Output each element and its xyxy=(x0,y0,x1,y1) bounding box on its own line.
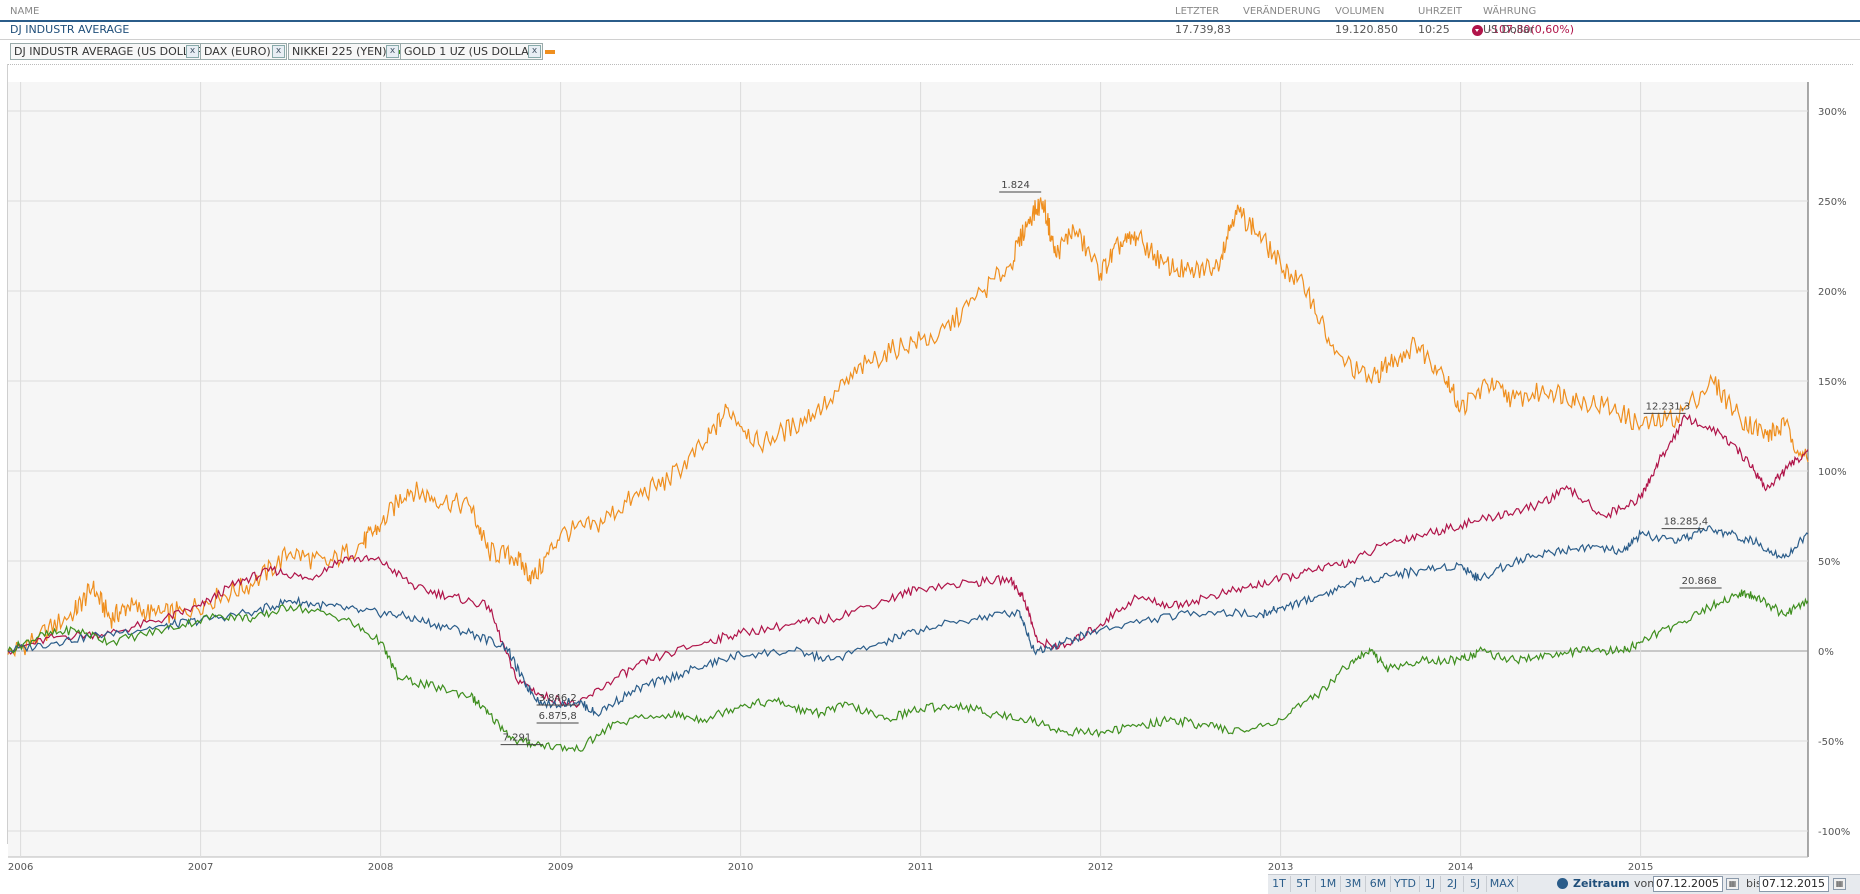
annotation-label: 3.846,2 xyxy=(539,693,577,704)
annotation-label: 6.875,8 xyxy=(539,711,577,722)
series-tag-bar: DJ INDUSTR AVERAGE (US DOLLAR) x DAX (EU… xyxy=(8,40,1853,65)
series-line xyxy=(7,589,1809,753)
x-tick-label: 2014 xyxy=(1448,862,1473,873)
down-arrow-icon xyxy=(1472,25,1483,36)
series-lines xyxy=(7,197,1809,753)
annotation-label: 18.285,4 xyxy=(1664,517,1709,528)
y-tick-label: 100% xyxy=(1818,467,1847,478)
tag-nikkei-225[interactable]: NIKKEI 225 (YEN) x xyxy=(288,43,401,60)
x-tick-label: 2015 xyxy=(1628,862,1653,873)
x-tick-label: 2012 xyxy=(1088,862,1113,873)
tag-dj-industr-average[interactable]: DJ INDUSTR AVERAGE (US DOLLAR) x xyxy=(10,43,223,60)
annotation-label: 12.231,3 xyxy=(1646,401,1691,412)
y-tick-label: -100% xyxy=(1818,827,1850,838)
tag-label: DJ INDUSTR AVERAGE (US DOLLAR) xyxy=(14,45,209,58)
annotations: 1.824 12.231,3 18.285,4 20.868 3.846,2 6.875,… xyxy=(500,180,1722,746)
y-tick-label: 200% xyxy=(1818,287,1847,298)
annotation-label: 7.291 xyxy=(503,733,532,744)
close-icon[interactable]: x xyxy=(186,45,199,58)
y-tick-label: 50% xyxy=(1818,557,1840,568)
quote-time: 10:25 xyxy=(1418,23,1450,36)
col-volume: VOLUMEN xyxy=(1335,6,1385,17)
von-date-input[interactable]: 07.12.2005 xyxy=(1653,876,1723,892)
range-button-5j[interactable]: 5J xyxy=(1464,876,1487,892)
annotation-label: 20.868 xyxy=(1682,576,1717,587)
x-tick-label: 2008 xyxy=(368,862,393,873)
plot-area xyxy=(8,82,1808,857)
series-line xyxy=(7,413,1809,708)
x-tick-label: 2009 xyxy=(548,862,573,873)
range-button-max[interactable]: MAX xyxy=(1487,876,1518,892)
quote-volume: 19.120.850 xyxy=(1335,23,1398,36)
calendar-icon[interactable]: ▦ xyxy=(1726,878,1739,890)
tag-gold-1-uz[interactable]: GOLD 1 UZ (US DOLLAR) x xyxy=(400,43,555,60)
zeitraum-icon xyxy=(1557,878,1568,889)
close-icon[interactable]: x xyxy=(528,45,541,58)
y-tick-label: 0% xyxy=(1818,647,1834,658)
tag-dax[interactable]: DAX (EURO) x xyxy=(200,43,287,60)
x-tick-label: 2011 xyxy=(908,862,933,873)
range-button-ytd[interactable]: YTD xyxy=(1391,876,1420,892)
tag-label: NIKKEI 225 (YEN) xyxy=(292,45,387,58)
grid xyxy=(8,82,1808,857)
col-last: LETZTER xyxy=(1175,6,1220,17)
tag-label: DAX (EURO) xyxy=(204,45,271,58)
y-tick-label: 250% xyxy=(1818,197,1847,208)
quote-table-header: NAME LETZTER VERÄNDERUNG VOLUMEN UHRZEIT… xyxy=(0,0,1860,22)
range-button-1j[interactable]: 1J xyxy=(1420,876,1441,892)
quote-row: DJ INDUSTR AVERAGE 17.739,83 -107,80(0,6… xyxy=(0,21,1860,40)
annotation-label: 1.824 xyxy=(1001,180,1030,191)
quote-currency: US Dollar xyxy=(1483,23,1535,36)
quote-name[interactable]: DJ INDUSTR AVERAGE xyxy=(10,23,130,36)
close-icon[interactable]: x xyxy=(386,45,399,58)
zeitraum-label: Zeitraum xyxy=(1573,877,1630,890)
series-line xyxy=(7,197,1809,658)
bis-date-input[interactable]: 07.12.2015 xyxy=(1759,876,1829,892)
range-button-2j[interactable]: 2J xyxy=(1441,876,1464,892)
tag-label: GOLD 1 UZ (US DOLLAR) xyxy=(404,45,541,58)
range-button-3m[interactable]: 3M xyxy=(1341,876,1366,892)
close-icon[interactable]: x xyxy=(272,45,285,58)
range-button-1m[interactable]: 1M xyxy=(1316,876,1341,892)
x-tick-labels: 2006 2007 2008 2009 2010 2011 2012 2013 2014 2015 xyxy=(8,862,1653,873)
col-name: NAME xyxy=(10,6,40,17)
col-time: UHRZEIT xyxy=(1418,6,1463,17)
y-tick-labels: 300% 250% 200% 150% 100% 50% 0% -50% -100% xyxy=(1818,107,1850,838)
quote-last: 17.739,83 xyxy=(1175,23,1231,36)
range-button-5t[interactable]: 5T xyxy=(1291,876,1316,892)
range-toolbar: 1T 5T 1M 3M 6M YTD 1J 2J 5J MAX Zeitraum von 07.1… xyxy=(1268,874,1860,894)
x-tick-label: 2010 xyxy=(728,862,753,873)
series-line xyxy=(7,525,1809,717)
y-tick-label: 300% xyxy=(1818,107,1847,118)
y-tick-label: -50% xyxy=(1818,737,1844,748)
x-tick-label: 2007 xyxy=(188,862,213,873)
range-button-1t[interactable]: 1T xyxy=(1268,876,1291,892)
col-change: VERÄNDERUNG xyxy=(1243,6,1321,17)
von-label: von xyxy=(1634,877,1655,890)
bis-label: bis xyxy=(1746,877,1762,890)
x-tick-label: 2013 xyxy=(1268,862,1293,873)
series-swatch xyxy=(544,50,555,54)
x-tick-label: 2006 xyxy=(8,862,33,873)
col-currency: WÄHRUNG xyxy=(1483,6,1537,17)
chart-left-border xyxy=(7,64,8,844)
calendar-icon[interactable]: ▦ xyxy=(1833,878,1846,890)
range-button-6m[interactable]: 6M xyxy=(1366,876,1391,892)
quote-change: -107,80(0,60%) xyxy=(1488,23,1574,36)
y-tick-label: 150% xyxy=(1818,377,1847,388)
